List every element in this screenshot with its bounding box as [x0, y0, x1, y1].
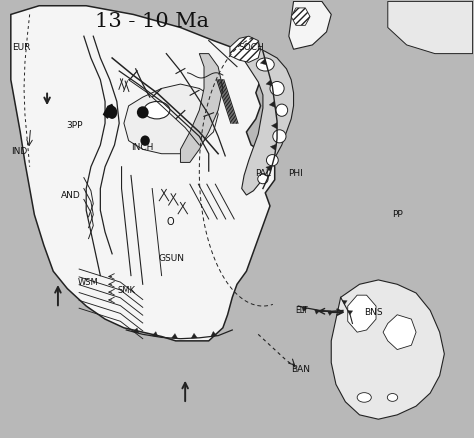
Polygon shape — [289, 1, 331, 49]
Ellipse shape — [270, 81, 284, 95]
Ellipse shape — [256, 58, 274, 71]
Text: EUR: EUR — [12, 42, 30, 52]
Text: BNS: BNS — [365, 308, 383, 317]
Text: O: O — [166, 218, 174, 227]
Polygon shape — [269, 101, 275, 107]
Polygon shape — [327, 311, 333, 315]
Polygon shape — [314, 310, 320, 314]
Polygon shape — [211, 332, 217, 336]
Polygon shape — [239, 47, 293, 195]
Polygon shape — [331, 280, 444, 419]
Text: SOCH: SOCH — [238, 42, 264, 52]
Polygon shape — [181, 53, 223, 162]
Text: ELT: ELT — [295, 306, 308, 315]
Polygon shape — [266, 166, 272, 171]
Ellipse shape — [140, 135, 150, 146]
Text: INCH: INCH — [132, 143, 154, 152]
Ellipse shape — [258, 174, 268, 184]
Polygon shape — [348, 295, 376, 332]
Polygon shape — [11, 6, 275, 341]
Polygon shape — [270, 144, 276, 150]
Text: 3PP: 3PP — [66, 121, 82, 130]
Text: PP: PP — [392, 210, 402, 219]
Polygon shape — [272, 123, 277, 129]
Ellipse shape — [273, 130, 286, 143]
Text: BAN: BAN — [291, 365, 310, 374]
Text: SMK: SMK — [117, 286, 135, 295]
Polygon shape — [302, 307, 307, 312]
Polygon shape — [260, 59, 266, 65]
Polygon shape — [291, 8, 310, 25]
Text: GSUN: GSUN — [158, 254, 184, 263]
Ellipse shape — [387, 393, 398, 401]
Text: PAL: PAL — [255, 169, 271, 178]
Polygon shape — [124, 84, 218, 154]
Polygon shape — [388, 1, 473, 53]
Ellipse shape — [276, 104, 288, 116]
Text: IND: IND — [11, 147, 27, 156]
Polygon shape — [383, 315, 416, 350]
Polygon shape — [172, 333, 178, 339]
Polygon shape — [152, 332, 158, 337]
Polygon shape — [230, 36, 261, 62]
Polygon shape — [191, 333, 197, 338]
Ellipse shape — [266, 155, 278, 166]
Polygon shape — [103, 104, 115, 119]
Text: AND: AND — [61, 191, 81, 200]
Polygon shape — [348, 311, 353, 314]
Polygon shape — [266, 80, 272, 86]
Ellipse shape — [144, 102, 170, 119]
Polygon shape — [342, 300, 347, 304]
Ellipse shape — [107, 106, 117, 119]
Text: PHI: PHI — [289, 169, 303, 178]
Ellipse shape — [137, 106, 149, 118]
Text: 13 - 10 Ma: 13 - 10 Ma — [95, 12, 209, 31]
Text: WSM: WSM — [77, 278, 98, 286]
Ellipse shape — [357, 392, 371, 402]
Polygon shape — [133, 328, 139, 333]
